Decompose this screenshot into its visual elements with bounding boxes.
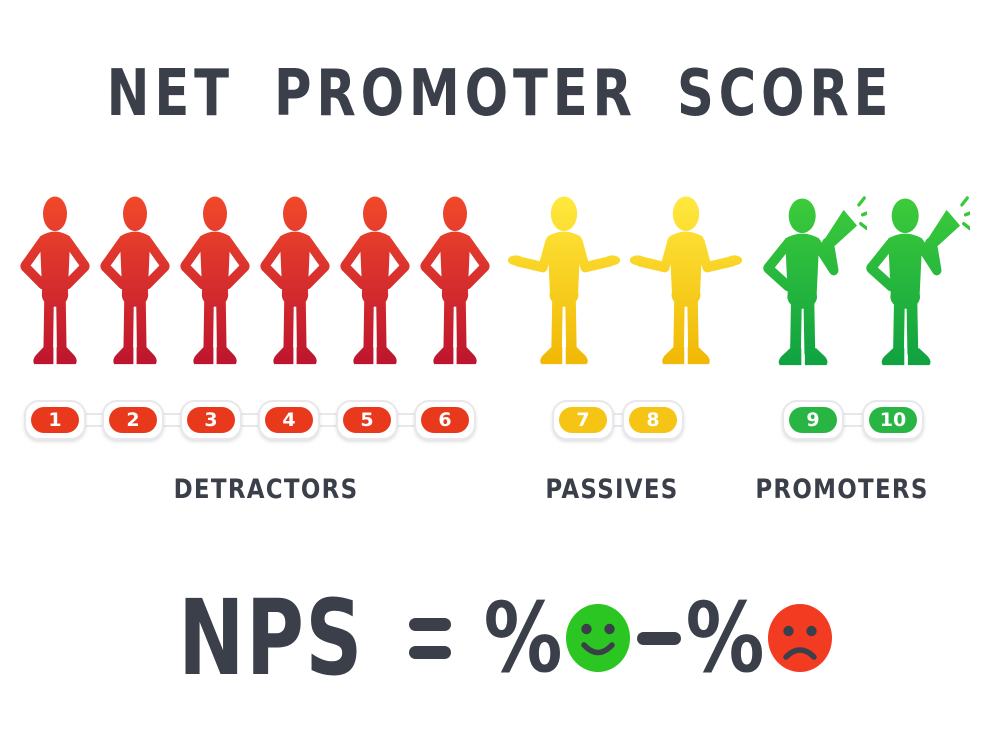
minus-operator [637,631,682,645]
score-badge-pill: 2 [109,407,157,433]
badge-connector [842,413,864,427]
score-number: 3 [204,408,218,431]
score-badge-1: 1 [24,400,86,440]
equals-operator [408,617,451,659]
score-badge-pill: 10 [869,407,917,433]
detractors-label: DETRACTORS [173,474,359,505]
score-badge-pill: 3 [187,407,235,433]
score-badge-5: 5 [336,400,398,440]
score-number: 6 [438,408,452,431]
score-badge-7: 7 [552,400,614,440]
score-number: 4 [282,408,296,431]
page-title: NET PROMOTER SCORE [106,57,894,131]
score-number: 1 [48,408,62,431]
promoters-score-chain: 9 10 [782,400,924,440]
badge-connector [396,413,416,427]
badge-connector [162,413,182,427]
figure-akimbo [260,196,330,365]
score-badge-pill: 6 [421,407,469,433]
score-badge-3: 3 [180,400,242,440]
promoters-label: PROMOTERS [755,474,929,505]
score-number: 7 [576,408,590,431]
percent-detractors: % [685,582,765,694]
score-number: 8 [646,408,660,431]
passives-label: PASSIVES [545,474,679,505]
badge-connector [240,413,260,427]
figure-shrug [507,196,621,365]
score-number: 5 [360,408,374,431]
frowny-face-icon [768,604,833,672]
passives-figures [507,195,743,373]
score-badge-pill: 9 [789,407,837,433]
score-badge-pill: 7 [559,407,607,433]
figure-akimbo [20,196,90,365]
formula-lhs: NPS [178,577,364,699]
nps-formula: NPS % % [0,585,1000,691]
badge-connector [318,413,338,427]
detractors-score-chain: 1 2 3 4 5 6 [24,400,476,440]
score-badge-8: 8 [622,400,684,440]
score-number: 9 [806,408,820,431]
score-badge-4: 4 [258,400,320,440]
score-number: 2 [126,408,140,431]
figure-megaphone [763,196,867,366]
percent-promoters: % [483,582,563,694]
score-badge-pill: 5 [343,407,391,433]
figure-akimbo [420,196,490,365]
score-badge-2: 2 [102,400,164,440]
score-badge-pill: 1 [31,407,79,433]
detractors-figures [15,195,495,373]
figure-shrug [629,196,743,365]
score-number: 10 [879,408,907,431]
score-badge-6: 6 [414,400,476,440]
badge-connector [84,413,104,427]
score-badge-pill: 4 [265,407,313,433]
figure-akimbo [100,196,170,365]
badge-connector [612,413,624,427]
score-badge-pill: 8 [629,407,677,433]
promoters-figures [750,195,970,373]
figure-akimbo [340,196,410,365]
figure-akimbo [180,196,250,365]
score-badge-9: 9 [782,400,844,440]
smiley-face-icon [566,604,631,672]
figure-megaphone [866,196,970,366]
score-badge-10: 10 [862,400,924,440]
